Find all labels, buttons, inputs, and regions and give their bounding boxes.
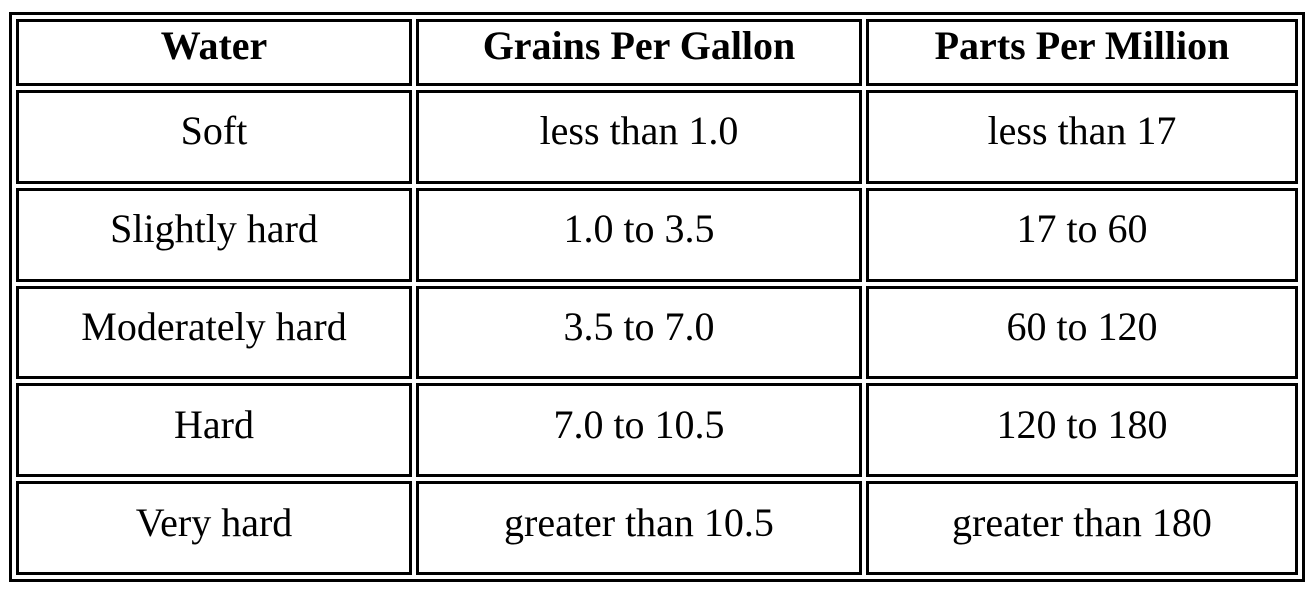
table-cell: Hard [16, 383, 412, 477]
table-cell: less than 1.0 [416, 90, 862, 184]
header-cell: Parts Per Million [866, 19, 1298, 86]
table-cell: 17 to 60 [866, 188, 1298, 282]
table-head: WaterGrains Per GallonParts Per Million [16, 19, 1298, 86]
table-row: Moderately hard3.5 to 7.060 to 120 [16, 286, 1298, 380]
header-row: WaterGrains Per GallonParts Per Million [16, 19, 1298, 86]
table-cell: Soft [16, 90, 412, 184]
header-cell: Grains Per Gallon [416, 19, 862, 86]
table-cell: greater than 180 [866, 481, 1298, 575]
table-cell: 7.0 to 10.5 [416, 383, 862, 477]
hardness-table: WaterGrains Per GallonParts Per Million … [9, 12, 1305, 582]
table-cell: less than 17 [866, 90, 1298, 184]
table-row: Hard7.0 to 10.5120 to 180 [16, 383, 1298, 477]
table-cell: Moderately hard [16, 286, 412, 380]
table-row: Very hardgreater than 10.5greater than 1… [16, 481, 1298, 575]
header-cell: Water [16, 19, 412, 86]
table-row: Softless than 1.0less than 17 [16, 90, 1298, 184]
table-cell: 3.5 to 7.0 [416, 286, 862, 380]
table-cell: greater than 10.5 [416, 481, 862, 575]
table-cell: 60 to 120 [866, 286, 1298, 380]
table-cell: Very hard [16, 481, 412, 575]
table-cell: Slightly hard [16, 188, 412, 282]
table-cell: 120 to 180 [866, 383, 1298, 477]
table-cell: 1.0 to 3.5 [416, 188, 862, 282]
table-body: Softless than 1.0less than 17Slightly ha… [16, 90, 1298, 575]
table-row: Slightly hard1.0 to 3.517 to 60 [16, 188, 1298, 282]
